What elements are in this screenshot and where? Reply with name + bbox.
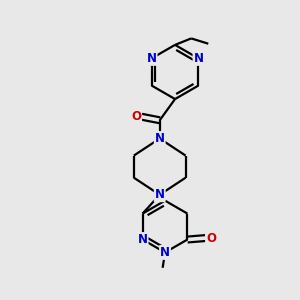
Text: O: O [206,232,216,244]
Text: N: N [147,52,157,65]
Text: N: N [155,132,165,145]
Text: N: N [160,246,170,259]
Text: N: N [155,188,165,201]
Text: N: N [138,233,148,246]
Text: O: O [131,110,141,123]
Text: N: N [194,52,203,65]
